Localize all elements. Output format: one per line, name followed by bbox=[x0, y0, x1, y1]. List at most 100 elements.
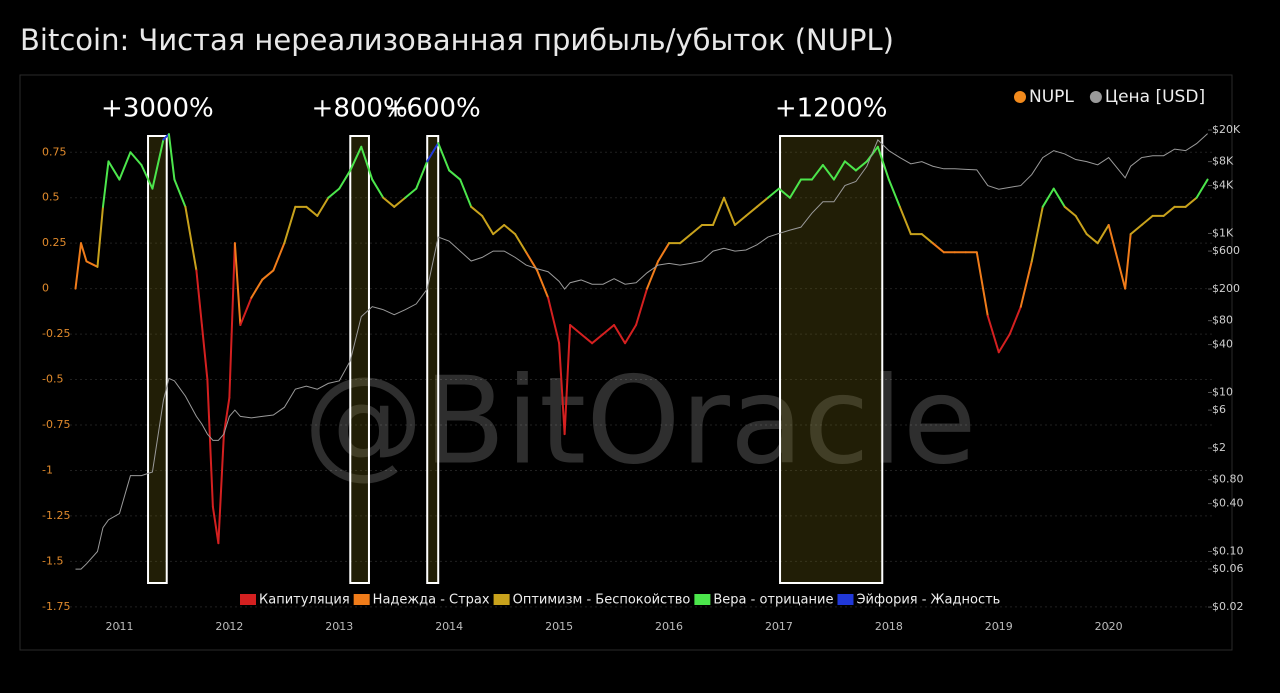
nupl-segment bbox=[211, 505, 220, 545]
y2-tick-label: $0.02 bbox=[1212, 600, 1244, 613]
nupl-segment bbox=[832, 160, 846, 181]
y-tick-label: -1.75 bbox=[42, 600, 70, 613]
nupl-segment bbox=[547, 296, 561, 345]
nupl-segment bbox=[722, 196, 736, 226]
y2-tick-label: $0.10 bbox=[1212, 544, 1244, 557]
nupl-segment bbox=[206, 378, 214, 508]
nupl-segment bbox=[602, 324, 616, 336]
nupl-segment bbox=[503, 224, 517, 236]
nupl-segment bbox=[843, 160, 857, 172]
y-tick-label: 0.75 bbox=[42, 145, 67, 158]
nupl-segment bbox=[975, 251, 989, 317]
nupl-segment bbox=[997, 333, 1011, 354]
y-tick-label: -0.75 bbox=[42, 418, 70, 431]
legend-marker bbox=[1014, 91, 1026, 103]
legend-label: Цена [USD] bbox=[1105, 87, 1205, 107]
y2-tick-label: $8K bbox=[1212, 155, 1234, 168]
nupl-segment bbox=[1129, 224, 1143, 236]
y-tick-label: -0.25 bbox=[42, 327, 70, 340]
nupl-segment bbox=[470, 205, 484, 217]
nupl-segment bbox=[525, 251, 539, 272]
nupl-segment bbox=[613, 324, 627, 345]
y2-tick-label: $600 bbox=[1212, 244, 1240, 257]
nupl-segment bbox=[1096, 224, 1110, 245]
nupl-segment bbox=[1041, 187, 1055, 208]
nupl-segment bbox=[96, 205, 104, 268]
annotation-label: +800% bbox=[312, 94, 408, 124]
x-tick-label: 2015 bbox=[545, 620, 573, 633]
y2-tick-label: $0.40 bbox=[1212, 497, 1244, 510]
chart-title: Bitcoin: Чистая нереализованная прибыль/… bbox=[20, 23, 894, 57]
highlight-box bbox=[349, 135, 370, 584]
y2-tick-label: $10 bbox=[1212, 385, 1233, 398]
nupl-segment bbox=[217, 433, 225, 545]
y-tick-label: 0 bbox=[42, 282, 49, 295]
nupl-segment bbox=[316, 196, 330, 217]
x-tick-label: 2016 bbox=[655, 620, 683, 633]
nupl-segment bbox=[404, 187, 418, 199]
annotation-label: +600% bbox=[385, 94, 481, 124]
nupl-segment bbox=[129, 151, 143, 166]
nupl-segment bbox=[228, 242, 236, 399]
nupl-segment bbox=[711, 196, 725, 226]
nupl-segment bbox=[876, 145, 890, 181]
y2-tick-label: $80 bbox=[1212, 314, 1233, 327]
x-tick-label: 2011 bbox=[105, 620, 133, 633]
watermark: @BitOracle bbox=[303, 353, 976, 492]
nupl-segment bbox=[415, 160, 429, 190]
nupl-segment bbox=[272, 242, 286, 272]
y-tick-label: -1.5 bbox=[42, 554, 63, 567]
legend-label: NUPL bbox=[1029, 87, 1074, 107]
price-line bbox=[75, 133, 1208, 570]
y2-tick-label: $2 bbox=[1212, 441, 1226, 454]
annotation-label: +1200% bbox=[775, 94, 888, 124]
nupl-segment bbox=[986, 314, 1000, 354]
zone-legend-marker bbox=[694, 594, 711, 605]
y2-tick-label: $1K bbox=[1212, 226, 1234, 239]
nupl-segment bbox=[898, 205, 912, 236]
nupl-segment bbox=[821, 164, 835, 181]
zone-legend-label: Надежда - Страх bbox=[373, 593, 490, 608]
nupl-segment bbox=[195, 269, 203, 326]
nupl-segment bbox=[349, 145, 363, 172]
y2-tick-label: $20K bbox=[1212, 123, 1241, 136]
y-tick-label: 0.5 bbox=[42, 191, 60, 204]
nupl-segment bbox=[382, 196, 396, 208]
nupl-segment bbox=[854, 160, 868, 172]
nupl-segment bbox=[1019, 260, 1033, 308]
nupl-segment bbox=[140, 164, 154, 190]
nupl-segment bbox=[1052, 187, 1066, 208]
nupl-segment bbox=[766, 187, 780, 199]
nupl-segment bbox=[167, 133, 176, 181]
nupl-segment bbox=[1063, 205, 1077, 217]
nupl-segment bbox=[788, 178, 802, 199]
x-tick-label: 2019 bbox=[985, 620, 1013, 633]
nupl-segment bbox=[107, 160, 121, 181]
nupl-segment bbox=[591, 333, 605, 345]
y2-tick-label: $40 bbox=[1212, 338, 1233, 351]
annotation-label: +3000% bbox=[101, 94, 214, 124]
nupl-segment bbox=[1030, 205, 1044, 263]
zone-legend-marker bbox=[493, 594, 510, 605]
highlight-box bbox=[426, 135, 440, 584]
legend-marker bbox=[1089, 91, 1102, 103]
nupl-segment bbox=[173, 178, 187, 208]
nupl-segment bbox=[690, 224, 704, 236]
nupl-segment bbox=[393, 196, 407, 208]
y-tick-label: -1.25 bbox=[42, 509, 70, 522]
y2-tick-label: $200 bbox=[1212, 282, 1240, 295]
nupl-segment bbox=[569, 324, 583, 336]
zone-legend-label: Эйфория - Жадность bbox=[856, 593, 1000, 608]
nupl-segment bbox=[1107, 224, 1127, 290]
x-tick-label: 2020 bbox=[1095, 620, 1123, 633]
nupl-segment bbox=[437, 142, 451, 172]
zone-legend-marker bbox=[353, 594, 370, 605]
nupl-segment bbox=[635, 287, 649, 326]
zone-legend-marker bbox=[240, 594, 256, 605]
nupl-segment bbox=[233, 242, 242, 326]
nupl-segment bbox=[744, 205, 758, 217]
nupl-segment bbox=[448, 169, 462, 181]
nupl-segment bbox=[459, 178, 473, 208]
nupl-segment bbox=[920, 233, 934, 245]
